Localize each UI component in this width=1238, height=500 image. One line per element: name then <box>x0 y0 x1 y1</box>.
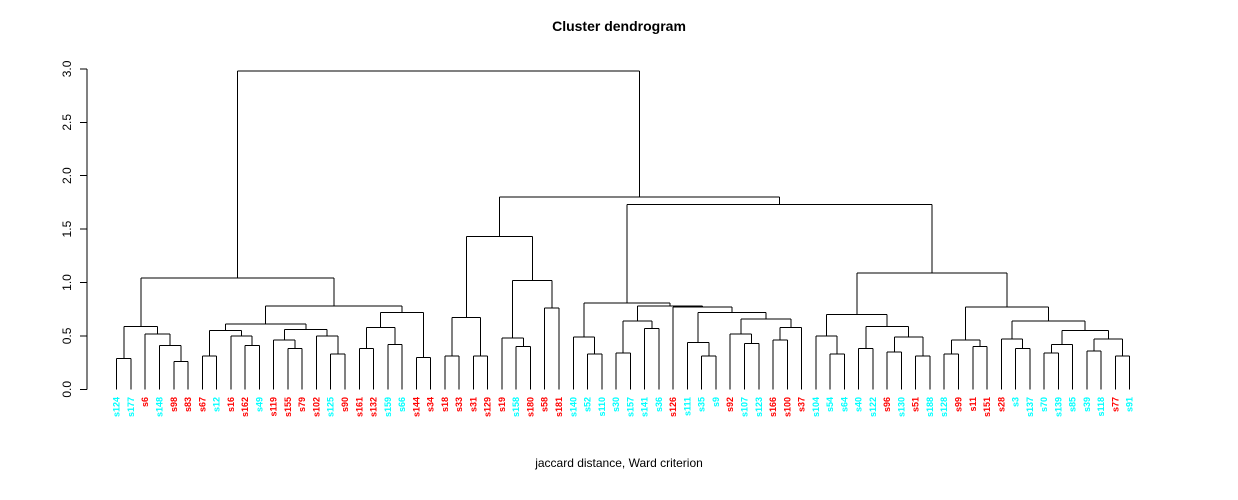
y-tick-label: 2.5 <box>60 114 74 131</box>
leaf-label: s139 <box>1053 397 1063 417</box>
leaf-label: s148 <box>155 397 165 417</box>
leaf-label: s161 <box>354 397 364 417</box>
leaf-label: s111 <box>682 397 692 416</box>
leaf-label: s83 <box>183 397 193 412</box>
leaf-label: s151 <box>982 397 992 417</box>
leaf-label: s64 <box>839 397 849 412</box>
leaf-label: s39 <box>1082 397 1092 412</box>
leaf-label: s130 <box>896 397 906 417</box>
leaf-label: s110 <box>597 397 607 417</box>
leaf-label: s92 <box>725 397 735 412</box>
leaf-label: s181 <box>554 397 564 417</box>
leaf-label: s159 <box>383 397 393 417</box>
leaf-label: s104 <box>811 397 821 417</box>
leaf-label: s12 <box>212 397 222 412</box>
leaf-label: s9 <box>711 397 721 407</box>
leaf-label: s137 <box>1025 397 1035 417</box>
leaf-label: s96 <box>882 397 892 412</box>
leaf-label: s158 <box>511 397 521 417</box>
leaf-label: s132 <box>369 397 379 417</box>
leaf-label: s67 <box>197 397 207 412</box>
leaf-label: s66 <box>397 397 407 412</box>
leaf-label: s91 <box>1125 397 1135 412</box>
y-axis: 0.0 0.5 1.0 1.5 2.0 2.5 3.0 <box>60 60 88 398</box>
leaf-label: s28 <box>996 397 1006 412</box>
y-tick-label: 1.5 <box>60 220 74 237</box>
leaf-label: s52 <box>583 397 593 412</box>
leaf-label: s85 <box>1068 397 1078 412</box>
leaf-label: s123 <box>754 397 764 417</box>
leaf-label: s40 <box>854 397 864 412</box>
leaf-label: s107 <box>739 397 749 417</box>
chart-title: Cluster dendrogram <box>552 18 686 34</box>
leaf-label: s37 <box>797 397 807 412</box>
leaf-label: s58 <box>540 397 550 412</box>
leaf-label: s99 <box>954 397 964 412</box>
leaf-label: s3 <box>1011 397 1021 407</box>
leaf-label: s188 <box>925 397 935 417</box>
y-tick-label: 0.5 <box>60 327 74 344</box>
y-tick-label: 2.0 <box>60 167 74 184</box>
leaf-label: s126 <box>668 397 678 417</box>
leaf-label: s119 <box>269 397 279 417</box>
leaf-label: s33 <box>454 397 464 412</box>
leaf-label: s36 <box>654 397 664 412</box>
leaf-label: s19 <box>497 397 507 412</box>
leaf-label: s54 <box>825 397 835 412</box>
leaf-label: s18 <box>440 397 450 412</box>
leaf-label: s51 <box>911 397 921 412</box>
leaf-label: s122 <box>868 397 878 417</box>
leaf-label: s144 <box>411 397 421 417</box>
leaf-label: s141 <box>640 397 650 417</box>
leaf-label: s129 <box>483 397 493 417</box>
leaf-label: s49 <box>254 397 264 412</box>
leaf-label: s35 <box>697 397 707 412</box>
leaf-label: s166 <box>768 397 778 417</box>
y-tick-label: 3.0 <box>60 60 74 77</box>
leaf-label: s155 <box>283 397 293 417</box>
leaf-label: s124 <box>112 397 122 417</box>
leaf-label: s100 <box>782 397 792 417</box>
leaf-label: s118 <box>1096 397 1106 417</box>
y-tick-label: 1.0 <box>60 274 74 291</box>
leaf-label: s125 <box>326 397 336 417</box>
leaf-label: s77 <box>1110 397 1120 412</box>
leaf-label: s102 <box>311 397 321 417</box>
leaf-label: s98 <box>169 397 179 412</box>
leaf-labels: s124 s177 s6 s148 s98 s83 s67 s12 s16 s162 s49 s119… <box>112 397 1135 417</box>
leaf-label: s90 <box>340 397 350 412</box>
leaf-label: s79 <box>297 397 307 412</box>
x-axis-caption: jaccard distance, Ward criterion <box>535 456 703 470</box>
leaf-label: s11 <box>968 397 978 412</box>
leaf-label: s30 <box>611 397 621 412</box>
leaf-label: s16 <box>226 397 236 412</box>
dendrogram-links <box>116 70 1131 390</box>
leaf-label: s140 <box>568 397 578 417</box>
leaf-label: s6 <box>140 397 150 407</box>
y-tick-label: 0.0 <box>60 381 74 398</box>
leaf-label: s31 <box>468 397 478 412</box>
leaf-label: s177 <box>126 397 136 417</box>
leaf-label: s70 <box>1039 397 1049 412</box>
leaf-label: s157 <box>625 397 635 417</box>
leaf-label: s162 <box>240 397 250 417</box>
leaf-label: s34 <box>426 397 436 412</box>
leaf-label: s180 <box>525 397 535 417</box>
leaf-label: s128 <box>939 397 949 417</box>
